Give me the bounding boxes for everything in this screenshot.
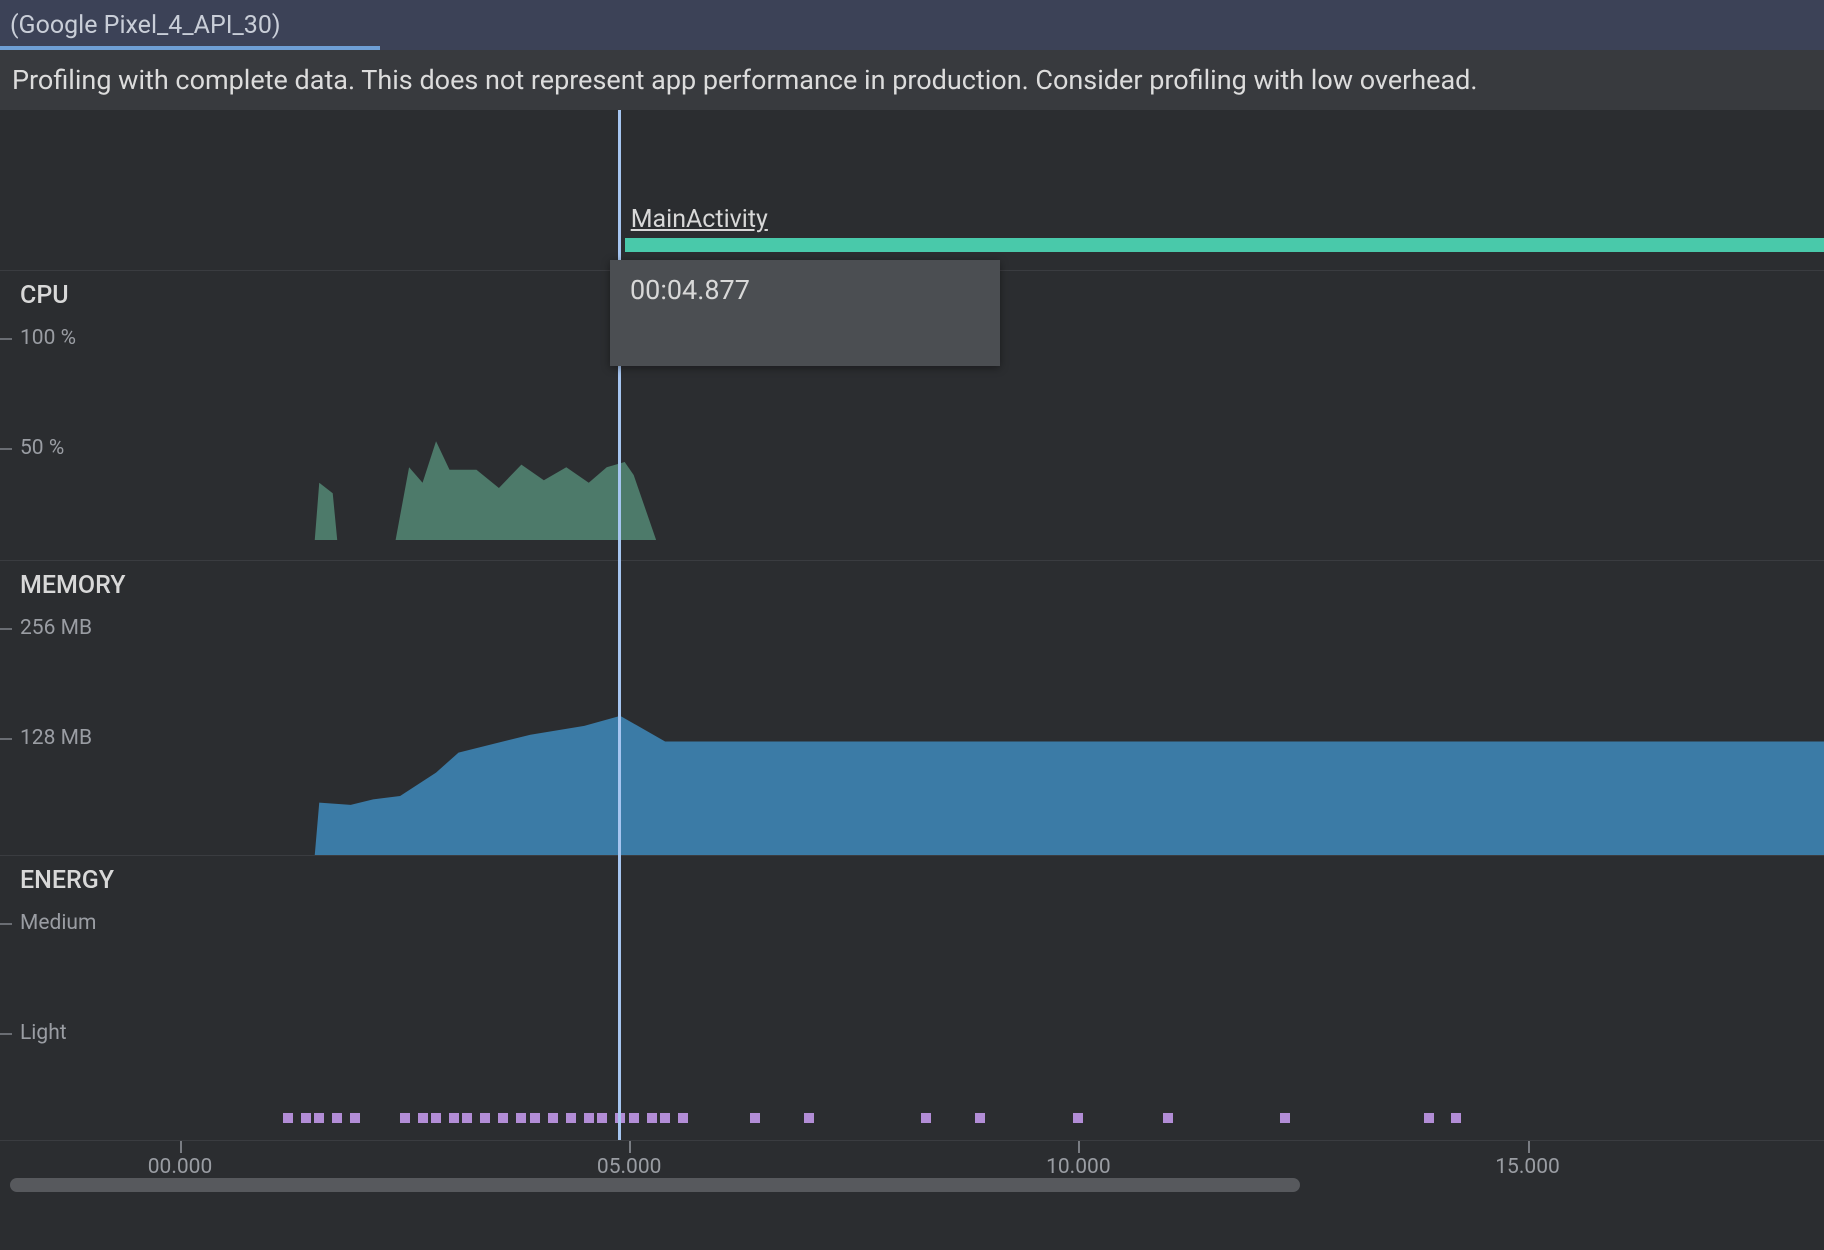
activity-bar[interactable]: [625, 238, 1824, 252]
energy-event-dot: [678, 1113, 688, 1123]
energy-event-dot: [480, 1113, 490, 1123]
energy-event-dot: [498, 1113, 508, 1123]
memory-chart: [0, 110, 1824, 857]
titlebar: (Google Pixel_4_API_30): [0, 0, 1824, 50]
energy-label: ENERGY: [20, 866, 114, 895]
timeline-area[interactable]: CPU 100 %50 % MEMORY 256 MB128 MB ENERGY…: [0, 110, 1824, 1200]
energy-event-dot: [804, 1113, 814, 1123]
energy-event-dot: [975, 1113, 985, 1123]
device-title: (Google Pixel_4_API_30): [10, 11, 281, 40]
energy-event-dot: [597, 1113, 607, 1123]
time-tick: [1528, 1141, 1530, 1153]
energy-event-dot: [516, 1113, 526, 1123]
time-tick: [1078, 1141, 1080, 1153]
time-axis: 00.000 05.000 10.000 15.000: [0, 1140, 1824, 1180]
axis-tick-label: Medium: [20, 911, 96, 935]
time-tick-label: 10.000: [1046, 1155, 1111, 1179]
info-banner: Profiling with complete data. This does …: [0, 50, 1824, 110]
track-energy[interactable]: ENERGY Medium Light: [0, 855, 1824, 1135]
energy-event-dot: [584, 1113, 594, 1123]
energy-event-dot: [750, 1113, 760, 1123]
activity-label[interactable]: MainActivity: [631, 205, 768, 234]
horizontal-scrollbar[interactable]: [10, 1178, 1300, 1192]
energy-event-dot: [1424, 1113, 1434, 1123]
energy-event-dot: [1280, 1113, 1290, 1123]
energy-event-dot: [431, 1113, 441, 1123]
energy-event-dot: [400, 1113, 410, 1123]
time-tick: [180, 1141, 182, 1153]
energy-event-dot: [629, 1113, 639, 1123]
energy-event-dot: [283, 1113, 293, 1123]
axis-tick-label: Light: [20, 1021, 67, 1045]
time-tick-label: 15.000: [1495, 1155, 1560, 1179]
energy-event-dot: [566, 1113, 576, 1123]
energy-event-dot: [647, 1113, 657, 1123]
energy-event-dot: [1073, 1113, 1083, 1123]
time-tick-label: 05.000: [597, 1155, 662, 1179]
energy-event-dot: [548, 1113, 558, 1123]
energy-event-dot: [921, 1113, 931, 1123]
tooltip-text: 00:04.877: [630, 274, 750, 306]
time-tick: [629, 1141, 631, 1153]
time-tooltip: 00:04.877: [610, 260, 1000, 366]
energy-event-dot: [314, 1113, 324, 1123]
titlebar-underline: [0, 46, 380, 50]
time-tick-label: 00.000: [148, 1155, 213, 1179]
energy-event-dot: [660, 1113, 670, 1123]
energy-event-dot: [1163, 1113, 1173, 1123]
energy-event-dot: [462, 1113, 472, 1123]
energy-event-dot: [301, 1113, 311, 1123]
energy-event-dot: [530, 1113, 540, 1123]
energy-event-dot: [332, 1113, 342, 1123]
energy-event-dot: [449, 1113, 459, 1123]
info-banner-text: Profiling with complete data. This does …: [12, 64, 1478, 96]
energy-event-dot: [418, 1113, 428, 1123]
energy-event-dot: [1451, 1113, 1461, 1123]
energy-event-dot: [350, 1113, 360, 1123]
